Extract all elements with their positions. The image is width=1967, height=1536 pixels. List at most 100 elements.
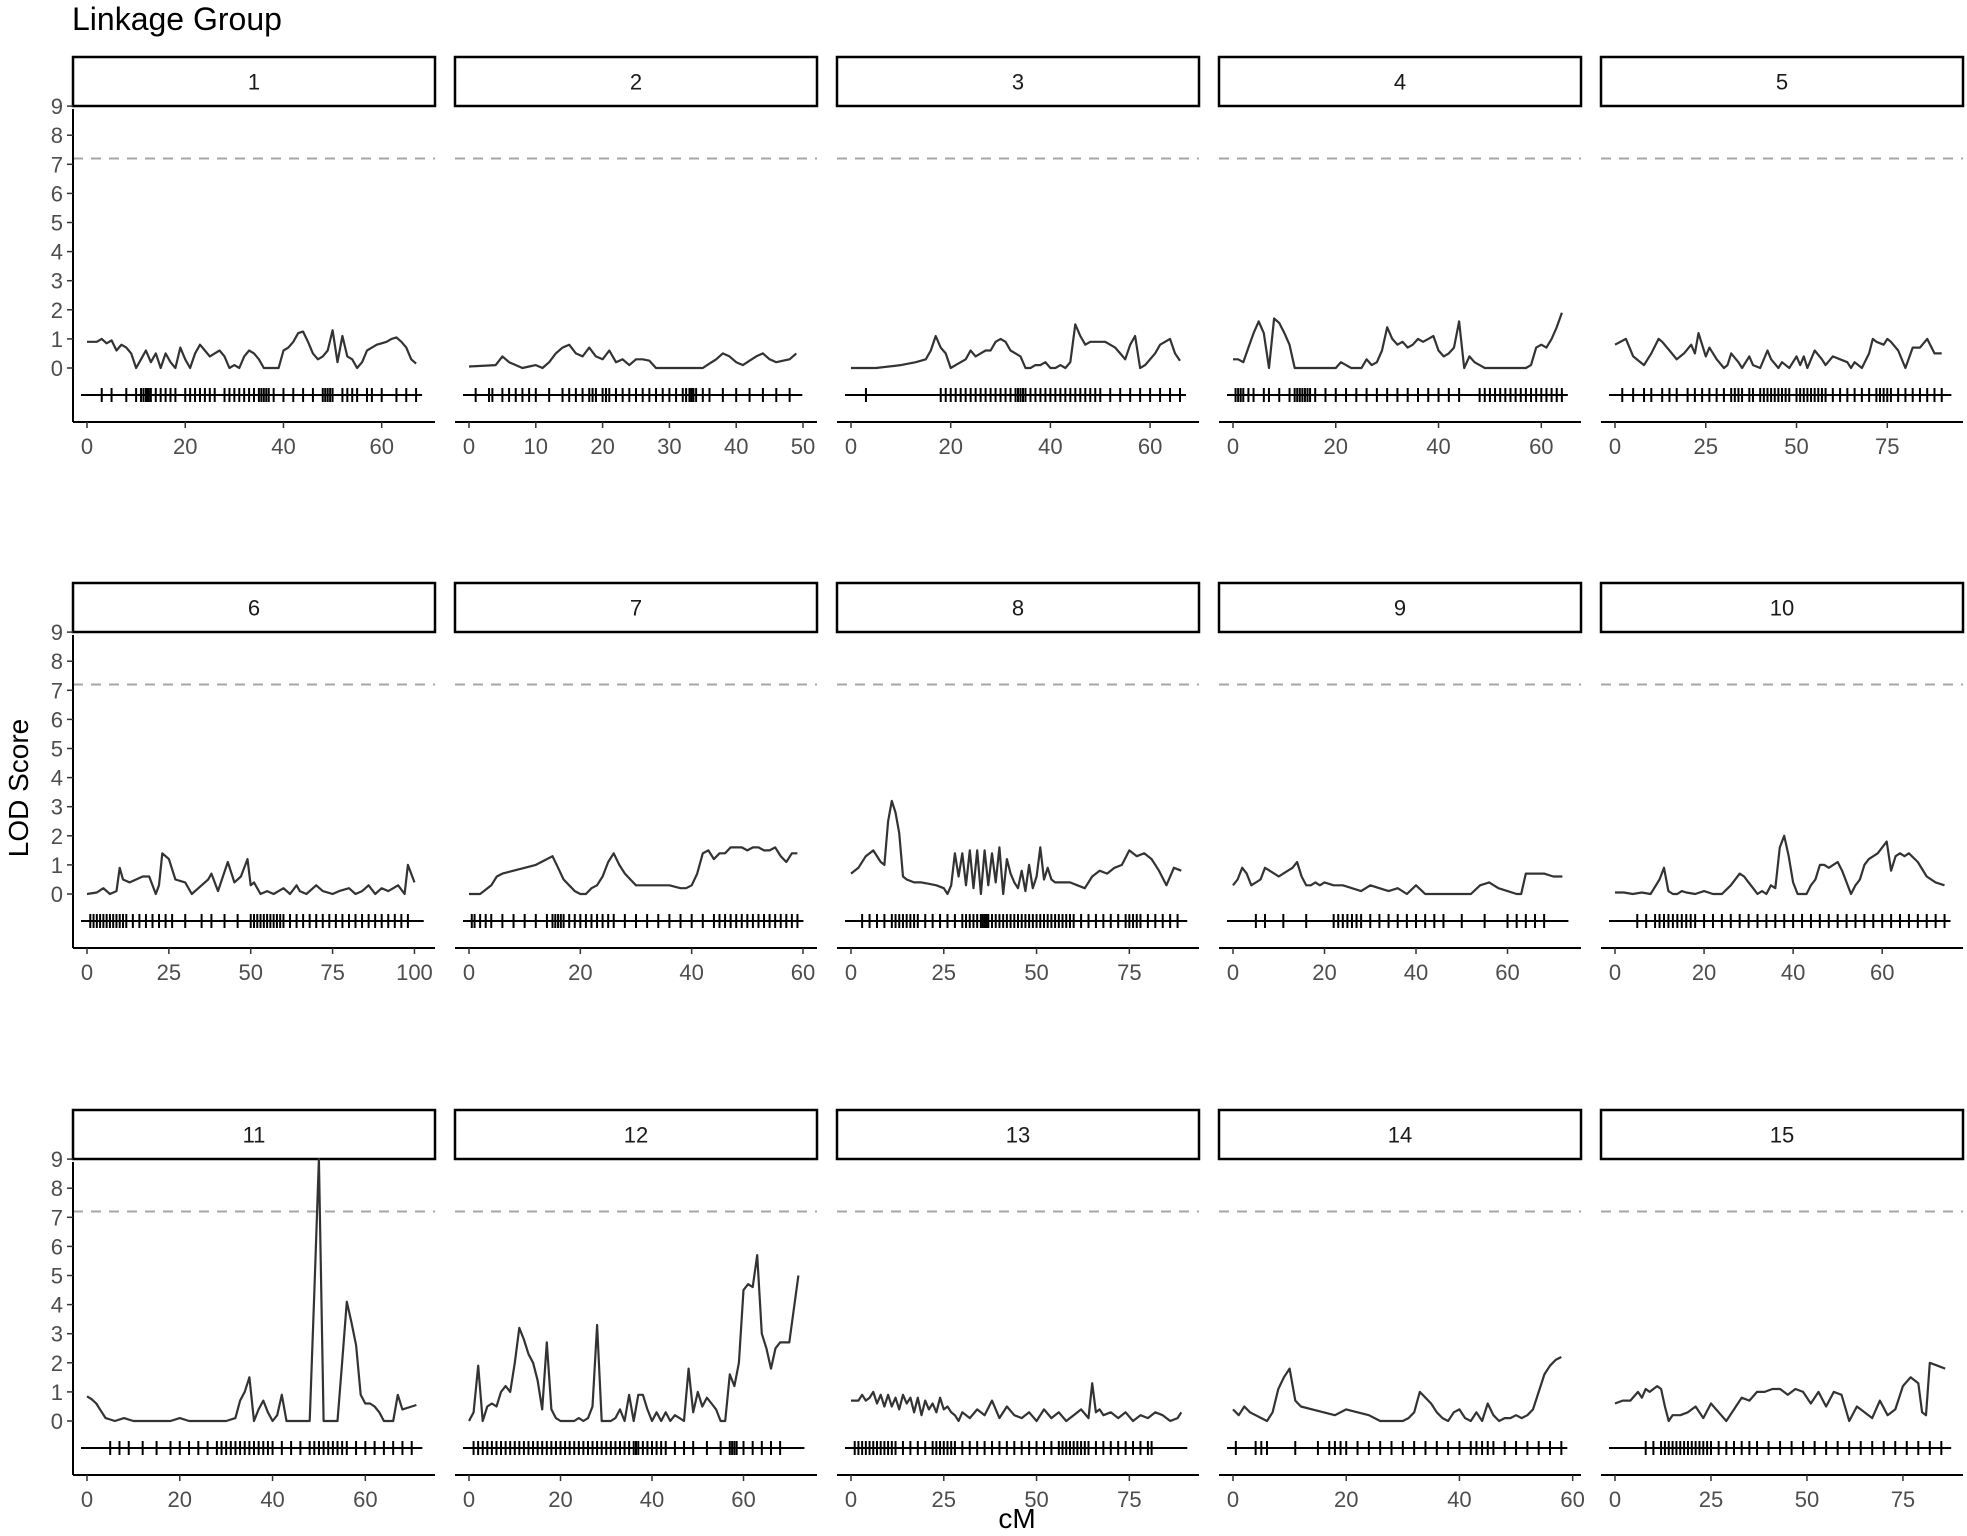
x-tick-label: 75 [1875, 434, 1899, 459]
x-tick-label: 20 [173, 434, 197, 459]
lod-series-line [851, 1382, 1183, 1423]
y-tick-label: 4 [51, 766, 63, 791]
x-tick-label: 20 [590, 434, 614, 459]
y-tick-label: 8 [51, 1176, 63, 1201]
facet-strip-label: 8 [1012, 596, 1024, 621]
x-tick-label: 20 [548, 1487, 572, 1512]
facet-strip [835, 1108, 1201, 1161]
facet-strip [835, 581, 1201, 634]
facet-strip [453, 581, 819, 634]
x-axis-title: cM [998, 1503, 1035, 1534]
facet-strip-label: 1 [248, 70, 260, 95]
facet-panel-8: 8 0 25 50 75 [835, 581, 1201, 985]
facet-panel-15: 15 0 25 50 75 [1599, 1108, 1965, 1512]
y-tick-label: 1 [51, 853, 63, 878]
y-tick-label: 9 [51, 1147, 63, 1172]
x-tick-label: 60 [1870, 960, 1894, 985]
x-tick-label: 50 [238, 960, 262, 985]
facet-strip [1217, 1108, 1583, 1161]
y-tick-label: 8 [51, 123, 63, 148]
y-tick-label: 2 [51, 1351, 63, 1376]
x-tick-label: 75 [1891, 1487, 1915, 1512]
x-tick-label: 25 [932, 1487, 956, 1512]
facet-strip-label: 4 [1394, 70, 1406, 95]
facet-strip [1217, 581, 1583, 634]
facet-panel-7: 7 0 20 40 60 [453, 581, 819, 985]
x-tick-label: 60 [1138, 434, 1162, 459]
x-tick-label: 20 [1692, 960, 1716, 985]
x-tick-label: 0 [845, 960, 857, 985]
facet-panel-10: 10 0 20 40 60 [1599, 581, 1965, 985]
y-tick-label: 6 [51, 707, 63, 732]
x-tick-label: 60 [353, 1487, 377, 1512]
y-tick-label: 2 [51, 824, 63, 849]
facet-panel-3: 3 0 20 40 60 [835, 55, 1201, 459]
facet-panel-12: 12 0 20 40 60 [453, 1108, 819, 1512]
facet-strip-label: 10 [1770, 596, 1794, 621]
facet-panel-9: 9 0 20 40 60 [1217, 581, 1583, 985]
y-tick-label: 1 [51, 327, 63, 352]
x-tick-label: 100 [396, 960, 433, 985]
y-tick-label: 5 [51, 211, 63, 236]
y-axis-title: LOD Score [3, 719, 34, 858]
facet-strip [71, 1108, 437, 1161]
x-tick-label: 0 [845, 434, 857, 459]
x-tick-label: 40 [724, 434, 748, 459]
x-tick-label: 20 [168, 1487, 192, 1512]
x-tick-label: 20 [568, 960, 592, 985]
x-tick-label: 0 [1227, 434, 1239, 459]
x-tick-label: 25 [932, 960, 956, 985]
facet-panel-2: 20 10 20 30 40 50 [453, 55, 819, 459]
y-tick-label: 7 [51, 678, 63, 703]
y-tick-label: 0 [51, 882, 63, 907]
y-tick-label: 4 [51, 240, 63, 265]
x-tick-label: 60 [369, 434, 393, 459]
x-tick-label: 60 [731, 1487, 755, 1512]
lod-series-line [469, 846, 798, 896]
lod-series-line [86, 852, 416, 896]
x-tick-label: 0 [1609, 1487, 1621, 1512]
facet-strip [1217, 55, 1583, 108]
x-tick-label: 75 [1117, 1487, 1141, 1512]
x-tick-label: 0 [1227, 1487, 1239, 1512]
facet-panel-6: 6 0 1 2 3 4 5 6 7 8 9 0 25 50 75 100 [51, 581, 437, 985]
facet-strip [453, 1108, 819, 1161]
facet-strip-label: 5 [1776, 70, 1788, 95]
x-tick-label: 60 [1529, 434, 1553, 459]
x-tick-label: 0 [463, 434, 475, 459]
y-tick-label: 5 [51, 1264, 63, 1289]
facet-strip-label: 6 [248, 596, 260, 621]
facet-strip [71, 55, 437, 108]
x-tick-label: 40 [1404, 960, 1428, 985]
chart-title: Linkage Group [72, 1, 282, 37]
x-tick-label: 0 [81, 960, 93, 985]
x-tick-label: 20 [938, 434, 962, 459]
x-tick-label: 40 [1447, 1487, 1471, 1512]
x-tick-label: 0 [1609, 960, 1621, 985]
facet-panel-14: 14 0 20 40 60 [1217, 1108, 1585, 1512]
y-tick-label: 9 [51, 94, 63, 119]
x-tick-label: 50 [1024, 960, 1048, 985]
lod-series-line [87, 329, 417, 370]
lod-series-line [1232, 1356, 1562, 1423]
y-tick-label: 1 [51, 1380, 63, 1405]
lod-series-line [468, 1253, 800, 1423]
facet-strip-label: 13 [1006, 1123, 1030, 1148]
x-tick-label: 25 [1694, 434, 1718, 459]
facet-strip [1599, 55, 1965, 108]
facet-strip-label: 12 [624, 1123, 648, 1148]
x-tick-label: 60 [1560, 1487, 1584, 1512]
x-tick-label: 40 [640, 1487, 664, 1512]
x-tick-label: 10 [524, 434, 548, 459]
x-tick-label: 0 [81, 434, 93, 459]
x-tick-label: 20 [1312, 960, 1336, 985]
lod-series-line [1233, 312, 1563, 370]
y-tick-label: 3 [51, 795, 63, 820]
facet-strip [1599, 581, 1965, 634]
y-tick-label: 0 [51, 1409, 63, 1434]
x-tick-label: 75 [320, 960, 344, 985]
facet-strip [453, 55, 819, 108]
x-tick-label: 60 [1495, 960, 1519, 985]
x-tick-label: 50 [1795, 1487, 1819, 1512]
